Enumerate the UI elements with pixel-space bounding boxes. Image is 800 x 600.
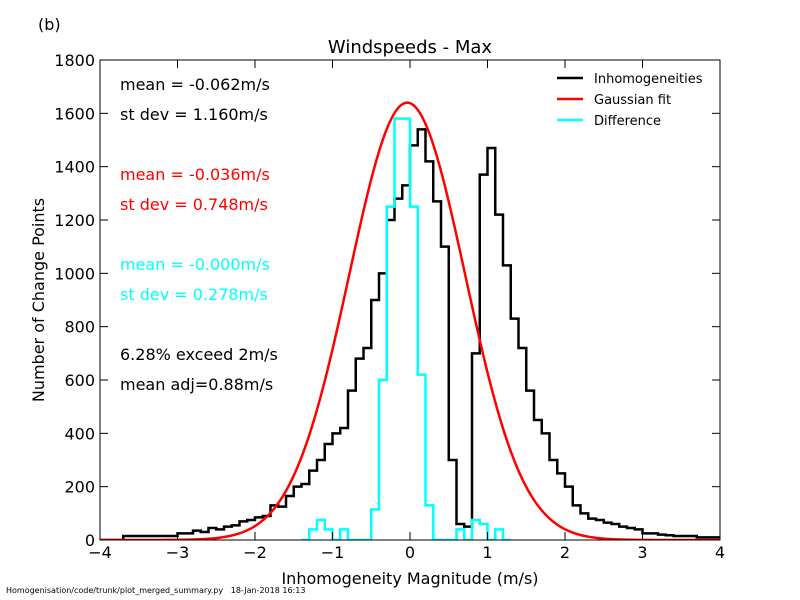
- stats-annotation: mean = -0.062m/s: [120, 75, 270, 94]
- stats-annotation: st dev = 1.160m/s: [120, 105, 268, 124]
- y-tick-label: 1600: [54, 104, 95, 123]
- stats-annotation: 6.28% exceed 2m/s: [120, 345, 278, 364]
- y-tick-label: 200: [64, 478, 95, 497]
- stats-annotation: mean adj=0.88m/s: [120, 375, 273, 394]
- plot-area: −4 −3 −2 −1 0 1 2 3 4 0 200 400 600 800 1000 1200 1400 16…: [54, 51, 725, 562]
- series-difference-steps: [301, 117, 511, 540]
- legend-label: Gaussian fit: [594, 93, 671, 108]
- stats-annotation: mean = -0.036m/s: [120, 165, 270, 184]
- y-tick-label: 800: [64, 318, 95, 337]
- series-inhomogeneities-steps: [100, 128, 720, 540]
- y-tick-label: 1200: [54, 211, 95, 230]
- legend-label: Difference: [594, 114, 661, 129]
- x-tick-label: 3: [637, 543, 647, 562]
- series-gaussian-fit-line: [100, 101, 720, 540]
- x-axis-label: Inhomogeneity Magnitude (m/s): [281, 569, 538, 588]
- x-tick-label: −3: [166, 543, 190, 562]
- x-tick-label: −4: [88, 543, 112, 562]
- y-tick-label: 1000: [54, 264, 95, 283]
- y-tick-label: 600: [64, 371, 95, 390]
- stats-annotation: st dev = 0.278m/s: [120, 285, 268, 304]
- panel-label: (b): [38, 15, 61, 34]
- stats-annotation: mean = -0.000m/s: [120, 255, 270, 274]
- x-tick-label: 0: [405, 543, 415, 562]
- legend-label: Inhomogeneities: [594, 72, 703, 87]
- x-tick-label: 2: [560, 543, 570, 562]
- y-tick-label: 400: [64, 424, 95, 443]
- footer-script-info: Homogenisation/code/trunk/plot_merged_su…: [6, 586, 306, 595]
- stats-annotation: st dev = 0.748m/s: [120, 195, 268, 214]
- y-axis-label: Number of Change Points: [29, 198, 48, 402]
- y-tick-label: 1800: [54, 51, 95, 70]
- x-tick-label: −2: [243, 543, 267, 562]
- x-tick-label: 4: [715, 543, 725, 562]
- chart-title: Windspeeds - Max: [328, 37, 492, 58]
- y-tick-label: 0: [85, 531, 95, 550]
- x-tick-label: 1: [482, 543, 492, 562]
- y-tick-label: 1400: [54, 158, 95, 177]
- x-tick-label: −1: [321, 543, 345, 562]
